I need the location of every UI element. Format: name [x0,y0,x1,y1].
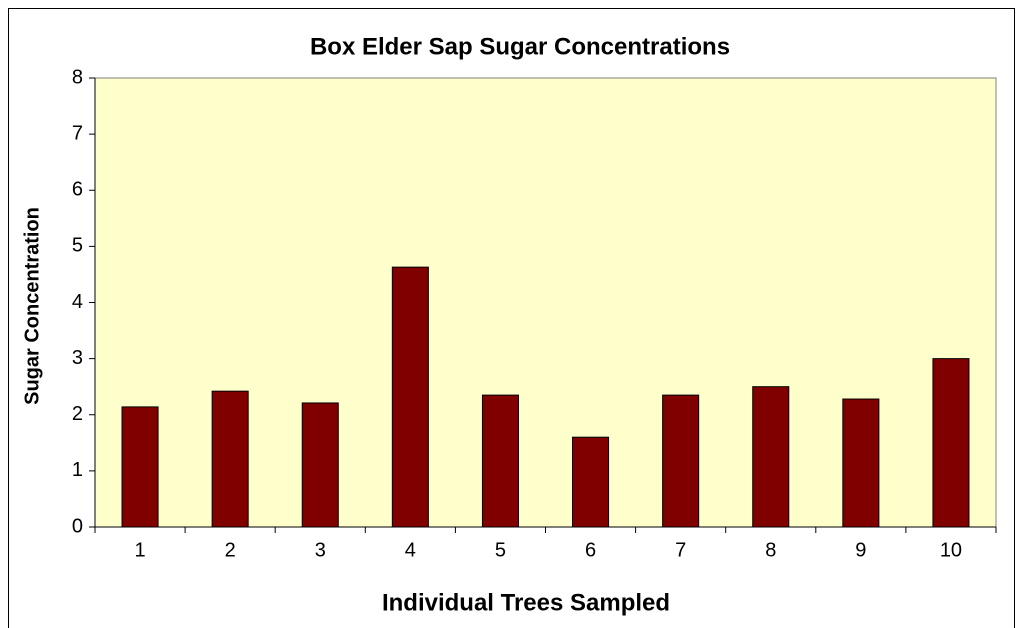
y-tick-label: 4 [72,291,83,313]
x-tick-label: 8 [765,539,776,561]
x-tick-label: 2 [225,539,236,561]
bar [121,406,159,528]
y-tick-label: 8 [72,66,83,88]
x-tick-label: 10 [940,539,962,561]
x-tick-label: 3 [315,539,326,561]
y-tick-label: 2 [72,403,83,425]
y-tick-label: 1 [72,459,83,481]
x-tick-label: 9 [855,539,866,561]
x-tick-label: 7 [675,539,686,561]
bar [932,358,970,528]
bar [842,398,880,528]
bar [481,394,519,528]
y-tick-label: 3 [72,347,83,369]
bar [301,402,339,528]
x-axis-label: Individual Trees Sampled [382,589,670,616]
x-tick-label: 6 [585,539,596,561]
bar [662,394,700,528]
y-tick-label: 6 [72,179,83,201]
y-tick-label: 0 [72,515,83,537]
bar [211,390,249,528]
bar [572,436,610,528]
x-tick-label: 1 [134,539,145,561]
x-tick-label: 5 [495,539,506,561]
y-tick-label: 7 [72,122,83,144]
x-tick-label: 4 [405,539,416,561]
chart-title: Box Elder Sap Sugar Concentrations [310,33,730,60]
y-axis-label: Sugar Concentration [21,207,43,405]
y-tick-label: 5 [72,235,83,257]
bar [752,386,790,528]
bar [391,266,429,528]
